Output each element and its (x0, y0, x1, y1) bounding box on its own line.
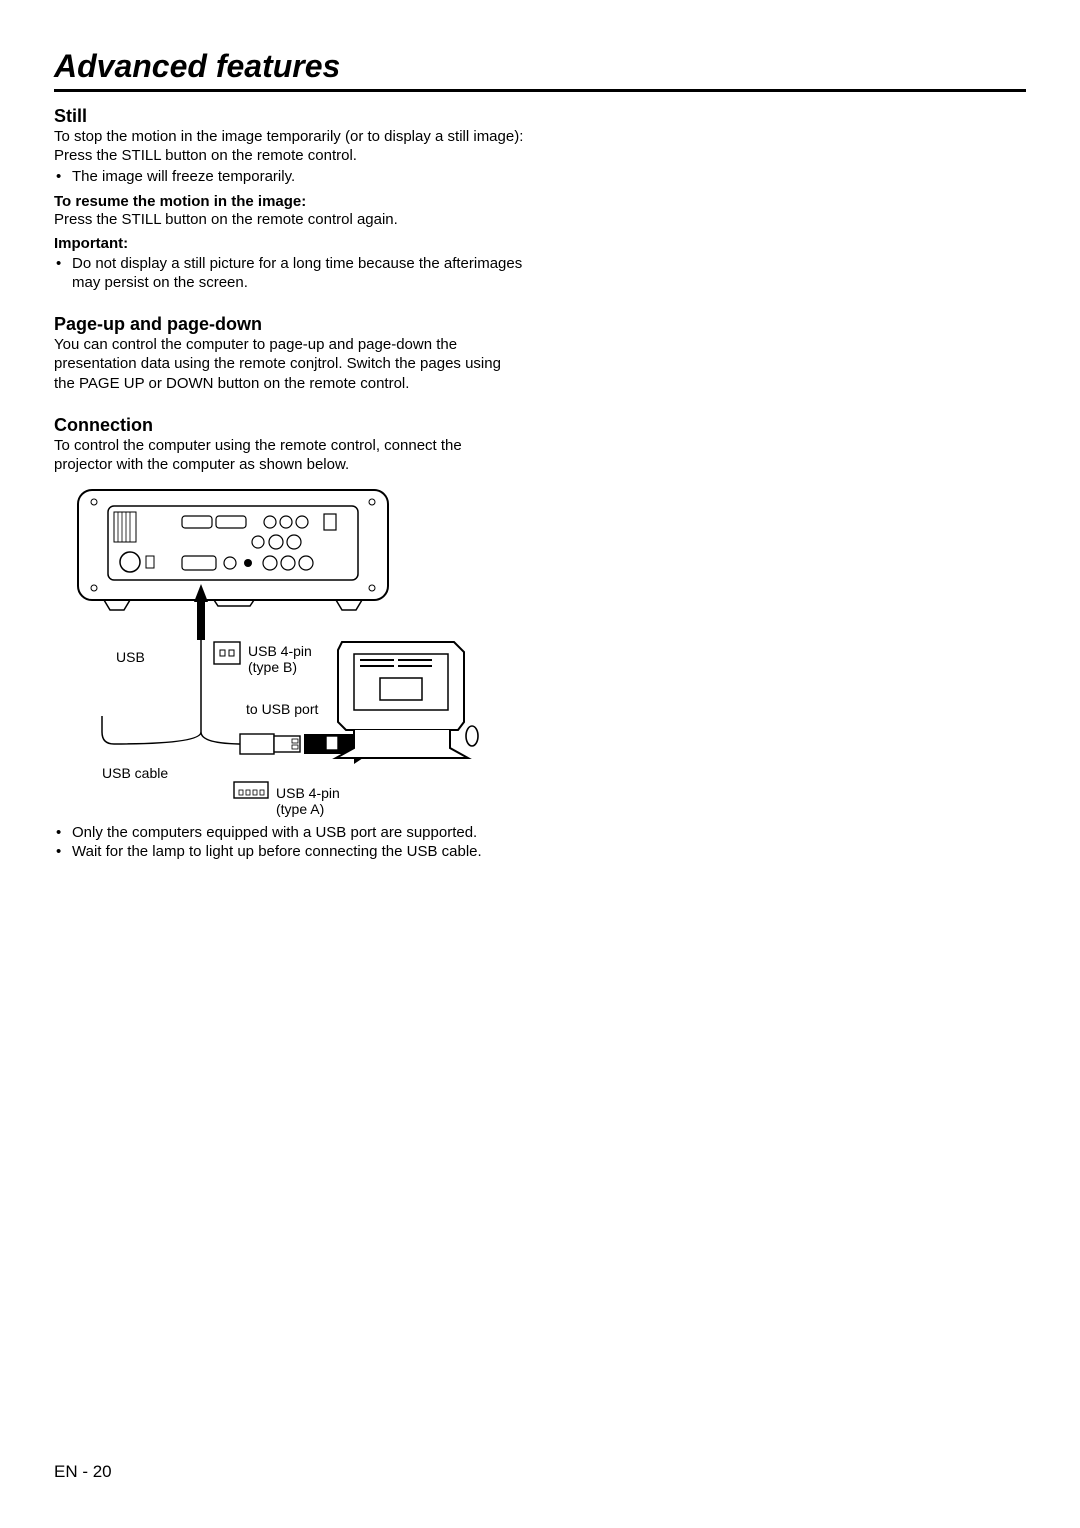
connection-bullet-supported: Only the computers equipped with a USB p… (54, 823, 524, 842)
projector-icon (78, 490, 388, 610)
connection-heading: Connection (54, 415, 524, 436)
resume-text: Press the STILL button on the remote con… (54, 210, 524, 229)
page-title: Advanced features (54, 48, 1026, 92)
still-intro: To stop the motion in the image temporar… (54, 127, 524, 146)
connection-bullet-lamp: Wait for the lamp to light up before con… (54, 842, 524, 861)
label-tousb: to USB port (246, 701, 318, 717)
label-usb4b: USB 4-pin (248, 643, 312, 659)
usb-b-connector-icon (214, 642, 240, 664)
connection-diagram: USB USB 4-pin (type B) to USB port USB c… (54, 482, 484, 817)
usb-a-connector-icon (234, 782, 268, 798)
label-typeb: (type B) (248, 659, 297, 675)
important-heading: Important: (54, 235, 524, 252)
still-bullet-freeze: The image will freeze temporarily. (54, 167, 524, 186)
page-footer: EN - 20 (54, 1462, 112, 1482)
connection-text: To control the computer using the remote… (54, 436, 524, 474)
arrow-up-icon (194, 584, 208, 602)
label-usbcable: USB cable (102, 765, 168, 781)
still-press: Press the STILL button on the remote con… (54, 146, 524, 165)
pageupdown-heading: Page-up and page-down (54, 314, 524, 335)
label-usb: USB (116, 649, 145, 665)
still-heading: Still (54, 106, 524, 127)
left-column: Still To stop the motion in the image te… (54, 106, 524, 861)
important-bullet: Do not display a still picture for a lon… (54, 254, 524, 292)
label-typea: (type A) (276, 801, 324, 817)
pageupdown-text: You can control the computer to page-up … (54, 335, 524, 393)
usb-a-plug-icon (240, 734, 300, 754)
resume-heading: To resume the motion in the image: (54, 193, 524, 210)
label-usb4a: USB 4-pin (276, 785, 340, 801)
